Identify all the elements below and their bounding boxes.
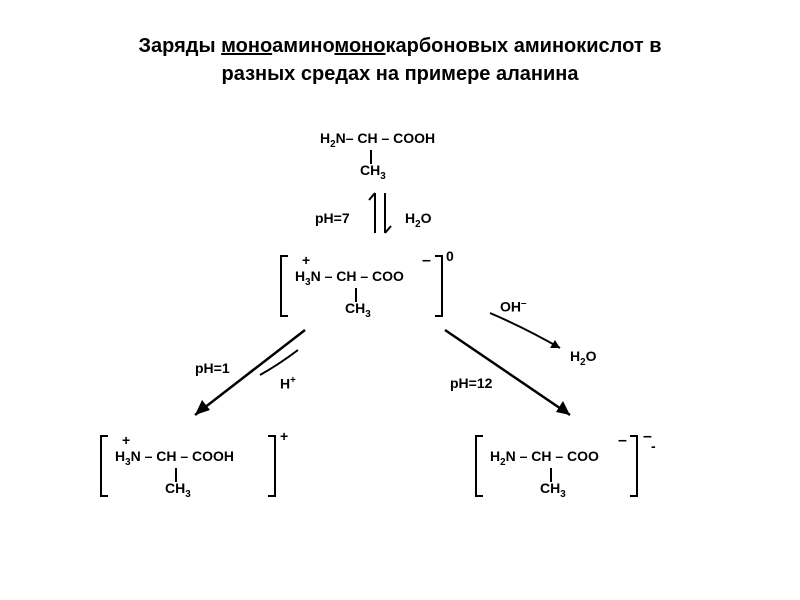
anion-main: H2N – CH – COO bbox=[490, 448, 599, 468]
ph12-label: pH=12 bbox=[450, 375, 492, 391]
bracket bbox=[100, 435, 108, 497]
cation-nh3-charge: + bbox=[122, 432, 130, 448]
zwitterion-outer-charge: 0 bbox=[446, 248, 454, 264]
bracket bbox=[280, 255, 288, 317]
nh3-charge: + bbox=[302, 252, 310, 268]
ph7-label: pH=7 bbox=[315, 210, 350, 226]
zwitterion-main: H3N – CH – COO bbox=[295, 268, 404, 288]
cation-branch: CH3 bbox=[165, 480, 191, 500]
coo-charge: – bbox=[422, 252, 431, 270]
neutral-main: H2N– CH – COOH bbox=[320, 130, 435, 150]
h-plus-curve bbox=[248, 345, 308, 385]
h2o-label: H2O bbox=[405, 210, 431, 230]
bracket bbox=[435, 255, 443, 317]
cation-outer-charge: + bbox=[280, 428, 288, 444]
anion-outer-charge2: - bbox=[651, 438, 656, 454]
ph1-label: pH=1 bbox=[195, 360, 230, 376]
anion-branch: CH3 bbox=[540, 480, 566, 500]
bracket bbox=[475, 435, 483, 497]
oh-curve bbox=[475, 298, 595, 368]
page-title: Заряды моноаминомонокарбоновых аминокисл… bbox=[0, 32, 800, 88]
neutral-branch: CH3 bbox=[360, 162, 386, 182]
anion-coo-charge: – bbox=[618, 432, 627, 450]
cation-main: H3N – CH – COOH bbox=[115, 448, 234, 468]
equilibrium-arrow bbox=[365, 188, 395, 238]
bracket bbox=[630, 435, 638, 497]
bracket bbox=[268, 435, 276, 497]
zwitterion-branch: CH3 bbox=[345, 300, 371, 320]
